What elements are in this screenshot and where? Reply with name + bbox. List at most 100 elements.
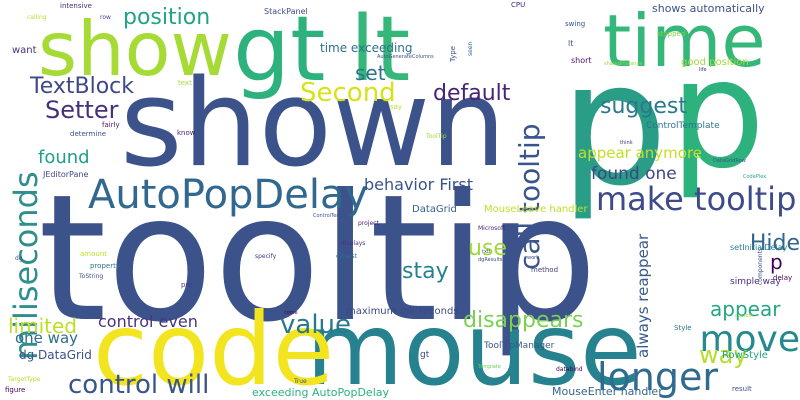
word-delay-69: delay xyxy=(773,274,793,282)
word-datagrid-47: DataGrid xyxy=(412,204,457,215)
word-databind-76: databind xyxy=(556,366,583,373)
word-fairly-59: fairly xyxy=(102,121,120,129)
word-components-81: components xyxy=(757,247,764,285)
word-txtl-89: txtl xyxy=(482,249,491,255)
word-cpu-64: CPU xyxy=(511,1,526,9)
word-lt-6: lt xyxy=(350,0,411,102)
word-text-70: text xyxy=(178,79,192,87)
word-show-7: show xyxy=(38,5,232,93)
word-default-23: default xyxy=(433,81,511,106)
word-appear-29: appear xyxy=(710,297,781,321)
word-use-26: use xyxy=(468,236,507,261)
word-found-25: found xyxy=(38,147,90,168)
word-calling-106: calling xyxy=(27,14,47,21)
word-seen-68: seen xyxy=(467,41,474,56)
word-life-92: life xyxy=(699,67,707,73)
word-project-86: project xyxy=(358,220,379,227)
word-closest-84: closest xyxy=(336,253,357,260)
word-way-30: way xyxy=(699,341,748,369)
word-second-18: Second xyxy=(300,78,396,108)
word-lt-66: lt xyxy=(568,39,574,48)
word-wpf-101: wpf xyxy=(226,254,236,260)
word-control-even-36: control even xyxy=(98,312,198,331)
word-disappears-28: disappears xyxy=(463,308,584,333)
word-exceeding-autopopdelay-43: exceeding AutoPopDelay xyxy=(252,386,390,399)
word-pre-80: pre xyxy=(181,281,193,289)
word-p-32: p xyxy=(770,250,783,274)
word-longer-15: longer xyxy=(597,355,719,399)
word-gt-104: gt xyxy=(420,350,430,360)
word-stopped-61: stopped xyxy=(657,30,686,38)
word-set-22: set xyxy=(355,61,386,85)
word-control-will-17: control will xyxy=(68,370,210,400)
word-property-73: property xyxy=(90,262,120,270)
word-intensive-57: intensive xyxy=(60,2,92,10)
word-found-one-34: found one xyxy=(591,164,677,184)
word-know-60: know xyxy=(177,129,196,137)
word-codeplex-95: CodePlex xyxy=(743,174,767,180)
word-shows-automatically-40: shows automatically xyxy=(652,2,765,15)
word-dgresults-88: dgResults xyxy=(478,257,503,263)
word-limited-37: limited xyxy=(8,314,77,338)
word-mouseleave-handler-44: MouseLeave handler xyxy=(484,204,588,215)
word-stackpanel-50: StackPanel xyxy=(264,7,308,16)
word-behavior-first-35: behavior First xyxy=(364,175,473,194)
word-microsoft-75: Microsoft xyxy=(478,225,506,232)
word-mouseenter-handler-45: MouseEnter handler xyxy=(552,385,663,398)
word-jeditorpane-55: JEditorPane xyxy=(43,170,89,179)
word-rowstyle-51: RowStyle xyxy=(722,350,768,361)
word-always-reappear-39: always reappear xyxy=(634,233,652,358)
word-controltemplate-48: ControlTemplate xyxy=(646,121,720,131)
word-template-99: Template xyxy=(478,364,501,370)
word-dg-datagrid-46: dg DataGrid xyxy=(19,348,92,362)
word-make-tooltip-13: make tooltip xyxy=(596,180,797,218)
word-hide-31: Hide xyxy=(749,231,800,256)
word-time-8: time xyxy=(603,0,766,83)
word-dg-103: dg xyxy=(15,255,23,262)
word-maximum-miliseconds-42: maximum miliseconds xyxy=(346,306,459,317)
word-move-14: move xyxy=(699,319,800,360)
word-row-71: row xyxy=(100,14,111,21)
word-style-79: Style xyxy=(674,324,692,332)
word-result-78: result xyxy=(732,385,752,393)
word-shown-2: shown xyxy=(120,55,507,194)
word-one-way-38: one way xyxy=(15,329,79,347)
word-tooltipmanager-49: ToolTipManager xyxy=(484,341,555,351)
word-position-21: position xyxy=(123,5,211,30)
word-datagridrow-94: DataGridRow xyxy=(713,158,746,164)
word-type-67: Type xyxy=(449,45,457,62)
word-appear-anymore-33: appear anymore xyxy=(578,144,703,162)
word-gt-5: gt xyxy=(233,0,326,102)
word-controltemplate-87: ControlTemplate xyxy=(313,213,354,219)
word-setinitialdelay-52: setInitialDelay xyxy=(730,243,788,252)
word-code-4: code xyxy=(93,291,335,400)
word-tooltip-105: ToolTip xyxy=(426,133,447,140)
word-tooltip-0: tooltip xyxy=(38,158,598,361)
word-method-74: method xyxy=(531,266,559,274)
word-targettype-98: TargetType xyxy=(8,376,41,383)
word-short-63: short xyxy=(571,56,592,65)
word-true-100: True xyxy=(294,378,307,385)
word-time-exceeding-41: time exceeding xyxy=(320,41,413,55)
word-specify-83: specify xyxy=(255,253,277,260)
word-value-16: value xyxy=(280,310,352,340)
word-determine-58: determine xyxy=(70,130,107,138)
word-suggest-24: suggest xyxy=(600,94,687,119)
word-tostring-82: ToString xyxy=(79,273,104,280)
word-sharedinstance-91: sharedInstance xyxy=(604,61,643,67)
word-stay-27: stay xyxy=(402,259,449,284)
word-swing-62: swing xyxy=(565,20,586,28)
word-work-97: work xyxy=(527,255,540,261)
word-say-65: say xyxy=(390,103,403,111)
word-come-102: come xyxy=(284,310,298,316)
word-good-position-54: good position xyxy=(681,57,749,68)
word-textblock-19: TextBlock xyxy=(30,74,134,99)
word-want-56: want xyxy=(12,45,37,56)
word-displays-85: displays xyxy=(341,240,366,247)
word-p-1: p xyxy=(560,26,668,224)
word-p-9: p xyxy=(670,28,766,202)
word-setter-20: Setter xyxy=(45,96,119,124)
word-think-93: think xyxy=(620,140,633,146)
word-amount-72: amount xyxy=(80,250,108,258)
